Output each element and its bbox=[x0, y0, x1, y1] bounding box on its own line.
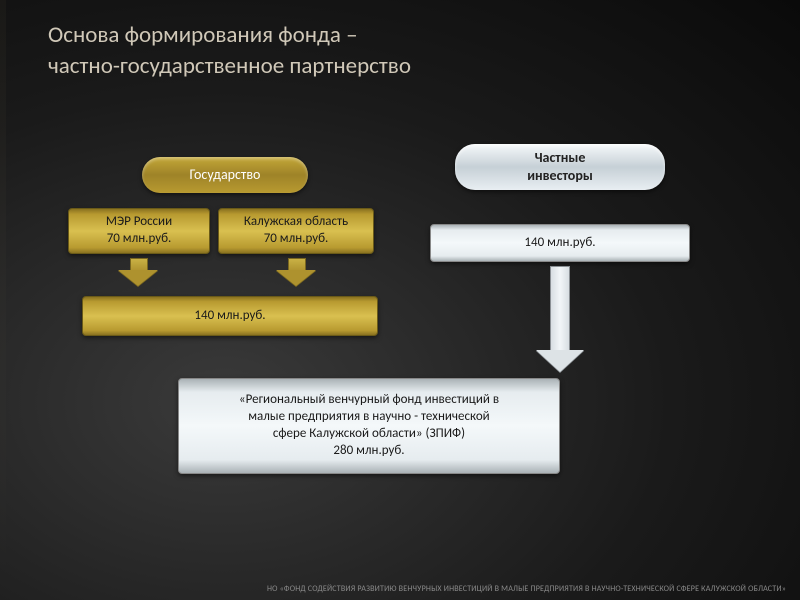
node-mer-l2: 70 млн.руб. bbox=[107, 231, 172, 246]
node-fund-l2: малые предприятия в научно - технической bbox=[248, 409, 489, 424]
title-line-1: Основа формирования фонда – bbox=[48, 21, 358, 49]
node-mer-l1: МЭР России bbox=[106, 214, 172, 229]
node-gov140: 140 млн.руб. bbox=[82, 296, 378, 336]
node-fund: «Региональный венчурный фонд инвестиций … bbox=[178, 378, 560, 474]
footer-text: НО «ФОНД СОДЕЙСТВИЯ РАЗВИТИЮ ВЕНЧУРНЫХ И… bbox=[267, 584, 786, 594]
node-gov140-label: 140 млн.руб. bbox=[194, 308, 265, 325]
node-fund-l1: «Региональный венчурный фонд инвестиций … bbox=[239, 392, 499, 407]
node-kaluga-l2: 70 млн.руб. bbox=[264, 231, 329, 246]
title-line-2: частно-государственное партнерство bbox=[48, 52, 411, 80]
node-inv140-label: 140 млн.руб. bbox=[524, 235, 595, 252]
node-state: Государство bbox=[142, 157, 308, 193]
node-fund-l3: сфере Калужской области» (ЗПИФ) bbox=[273, 426, 465, 441]
node-kaluga: Калужская область 70 млн.руб. bbox=[218, 208, 374, 254]
slide-title: Основа формирования фонда – частно-госуд… bbox=[48, 20, 411, 82]
left-accent bbox=[0, 0, 6, 600]
node-fund-l4: 280 млн.руб. bbox=[333, 443, 404, 458]
node-inv140: 140 млн.руб. bbox=[430, 224, 690, 262]
node-kaluga-l1: Калужская область bbox=[244, 214, 348, 229]
node-investors-l1: Частные bbox=[535, 149, 586, 166]
node-state-label: Государство bbox=[190, 166, 261, 184]
node-mer: МЭР России 70 млн.руб. bbox=[68, 208, 210, 254]
node-investors: Частные инвесторы bbox=[455, 144, 665, 190]
node-investors-l2: инвесторы bbox=[527, 167, 593, 184]
